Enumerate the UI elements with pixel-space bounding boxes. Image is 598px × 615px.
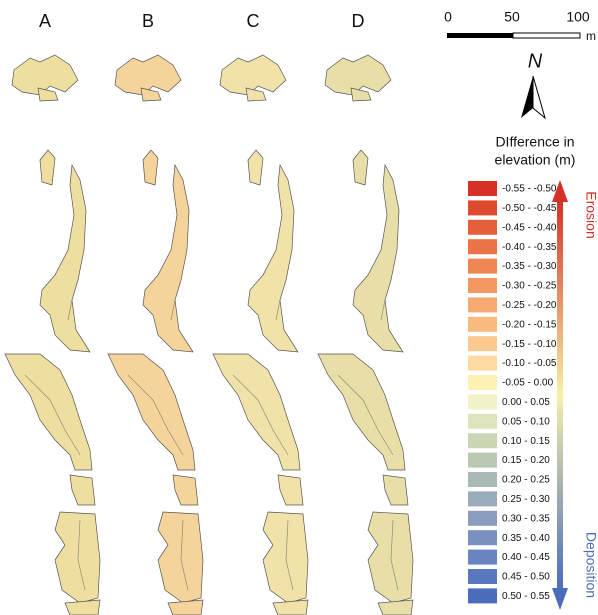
legend-label: -0.50 - -0.45 [502,203,557,214]
legend-label: 0.50 - 0.55 [502,591,550,602]
legend-label: -0.40 - -0.35 [502,242,557,253]
legend-label: 0.05 - 0.10 [502,416,550,427]
legend-title: elevation (m) [495,152,576,168]
map-panel [108,55,203,615]
map-panel [318,55,413,615]
map-panel [5,55,100,615]
panel-label: A [39,11,51,31]
legend-label: -0.30 - -0.25 [502,281,557,292]
legend-swatch [468,259,497,274]
legend-swatch [468,569,497,584]
legend-swatch [468,530,497,545]
legend-swatch [468,511,497,526]
scale-label: 0 [444,9,452,25]
legend: -0.55 - -0.50 -0.50 - -0.45 -0.45 - -0.40 -… [468,181,557,603]
legend-label: 0.10 - 0.15 [502,436,550,447]
legend-label: -0.15 - -0.10 [502,339,557,350]
north-arrow [533,76,545,118]
scale-segment [513,33,580,38]
legend-label: -0.20 - -0.15 [502,319,557,330]
north-label: N [528,50,543,72]
legend-title: DIfference in [495,134,574,150]
legend-swatch [468,394,497,409]
legend-label: 0.20 - 0.25 [502,475,550,486]
legend-swatch [468,220,497,235]
legend-swatch [468,297,497,312]
legend-swatch [468,181,497,196]
legend-label: 0.15 - 0.20 [502,455,550,466]
legend-label: 0.45 - 0.50 [502,572,550,583]
maps [5,55,413,615]
legend-swatch [468,414,497,429]
legend-swatch [468,491,497,506]
legend-swatch [468,200,497,215]
legend-label: -0.25 - -0.20 [502,300,557,311]
legend-swatch [468,375,497,390]
legend-label: 0.00 - 0.05 [502,397,550,408]
legend-swatch [468,278,497,293]
legend-swatch [468,336,497,351]
scale-unit: m [586,29,596,43]
legend-swatch [468,239,497,254]
legend-swatch [468,453,497,468]
panel-label: D [352,11,365,31]
deposition-label: Deposition [583,532,598,598]
scale-label: 50 [504,9,520,25]
scale-bar: 0 50 100 m [444,9,596,43]
legend-label: -0.10 - -0.05 [502,358,557,369]
panel-label: B [142,11,154,31]
legend-swatch [468,550,497,565]
north-arrow [521,76,533,118]
legend-swatch [468,433,497,448]
gradient-arrow [557,200,563,590]
panel-label: C [247,11,260,31]
legend-label: -0.35 - -0.30 [502,261,557,272]
legend-label: 0.25 - 0.30 [502,494,550,505]
legend-swatch [468,472,497,487]
legend-label: -0.45 - -0.40 [502,222,557,233]
legend-label: 0.30 - 0.35 [502,513,550,524]
erosion-label: Erosion [583,191,598,238]
legend-label: -0.05 - 0.00 [502,378,554,389]
scale-label: 100 [566,9,590,25]
legend-label: 0.40 - 0.45 [502,552,550,563]
legend-label: -0.55 - -0.50 [502,184,557,195]
legend-swatch [468,317,497,332]
scale-segment [447,33,513,38]
map-panel [213,55,308,615]
legend-swatch [468,356,497,371]
legend-label: 0.35 - 0.40 [502,533,550,544]
figure: A B C D 0 50 100 m N DIfference in eleva… [0,0,598,615]
legend-swatch [468,588,497,603]
arrow-head [552,588,568,610]
